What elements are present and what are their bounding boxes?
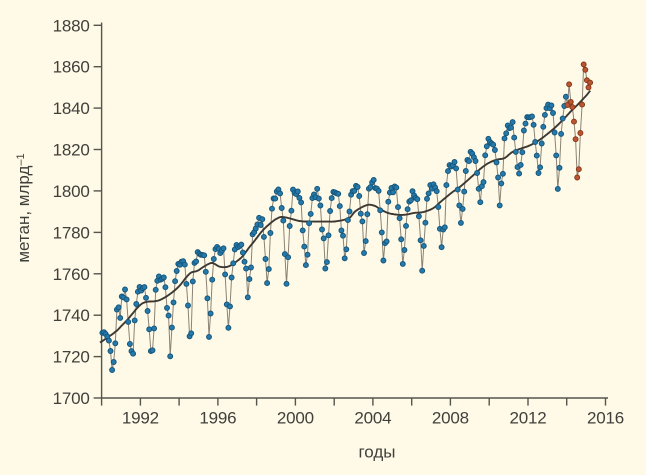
- svg-text:1992: 1992: [122, 409, 159, 428]
- svg-text:1700: 1700: [53, 389, 90, 408]
- svg-text:1720: 1720: [53, 348, 90, 367]
- svg-text:1800: 1800: [53, 182, 90, 201]
- svg-text:годы: годы: [358, 442, 395, 461]
- svg-text:1780: 1780: [53, 223, 90, 242]
- svg-text:1880: 1880: [53, 16, 90, 35]
- svg-text:1996: 1996: [199, 409, 236, 428]
- svg-text:1840: 1840: [53, 99, 90, 118]
- svg-text:метан, млрд–1: метан, млрд–1: [14, 153, 33, 262]
- svg-text:1760: 1760: [53, 265, 90, 284]
- svg-text:1860: 1860: [53, 58, 90, 77]
- svg-text:2008: 2008: [432, 409, 469, 428]
- svg-text:2004: 2004: [354, 409, 391, 428]
- svg-text:2012: 2012: [509, 409, 546, 428]
- svg-text:2000: 2000: [277, 409, 314, 428]
- svg-text:1820: 1820: [53, 141, 90, 160]
- svg-text:2016: 2016: [587, 409, 624, 428]
- svg-text:1740: 1740: [53, 306, 90, 325]
